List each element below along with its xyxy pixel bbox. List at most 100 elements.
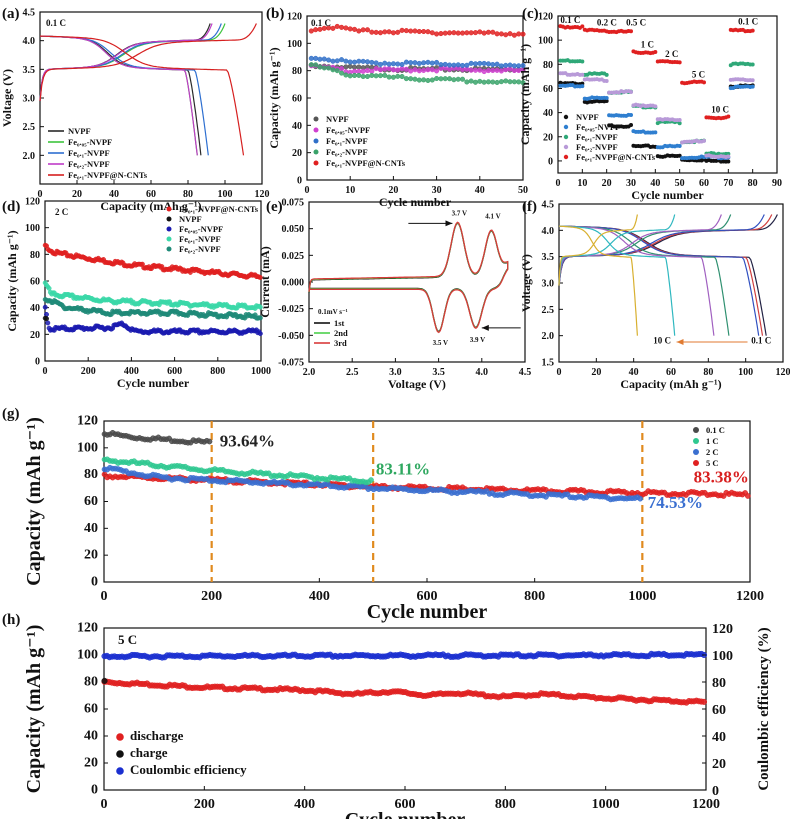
data-point [442,30,448,36]
data-point [520,80,526,86]
data-point [442,76,448,82]
rate-label: 5 C [692,70,705,80]
data-point [580,24,585,29]
x-tick-label: 200 [194,797,215,812]
series-4 [308,23,526,38]
legend-marker [313,127,319,133]
data-point [339,57,345,63]
panel-label: (c) [522,6,539,22]
y-tick-label: 0.000 [282,278,305,289]
legend-marker [313,116,319,122]
data-point [382,72,388,78]
y-tick-label: 3.0 [23,94,36,105]
y-tick-label: 20 [292,148,302,159]
y-tick-label: 80 [292,66,302,77]
x-tick-label: 10 [577,178,587,189]
legend-label: Fe₀.₂-NVPF [326,147,368,157]
data-point [481,69,487,75]
charge-curve [558,214,773,286]
charge-curve [39,23,211,101]
y-tick-label: 60 [30,277,40,288]
legend-label: NVPF [576,112,599,122]
y-tick-label: 3.0 [542,279,555,290]
data-point [347,26,353,32]
x-tick-label: 3.5 [432,367,445,378]
panel-label: (e) [266,199,283,215]
x-tick-label: 60 [146,189,156,200]
peak-label: 3.5 V [433,339,448,347]
data-point [416,68,422,74]
data-point [726,154,731,159]
data-point [334,68,340,74]
discharge-curve [558,225,676,336]
x-tick-label: 1200 [692,797,720,812]
x-tick-label: 200 [81,366,96,377]
data-point [429,77,435,83]
data-point [498,63,504,69]
legend-label: Fe₀.₀₅-NVPF [179,224,223,234]
data-point [481,30,487,36]
data-point [464,30,470,36]
y-tick-label: 20 [543,132,553,143]
y-right-tick-label: 40 [712,730,726,745]
x-tick-label: 600 [395,797,416,812]
y-tick-label: 2.5 [23,122,36,133]
data-point [750,62,755,67]
legend-label: 1st [334,318,345,328]
y-tick-label: 0.075 [282,198,305,209]
data-point [434,59,440,65]
data-point [330,25,336,31]
data-point [507,31,513,37]
data-point [356,72,362,78]
data-point [629,112,633,117]
data-point [750,78,755,83]
legend-label: Fe₀.₂-NVPF [68,159,110,169]
data-point [477,60,483,66]
data-point [403,76,409,82]
y-tick-label: 0 [548,156,553,167]
rate-annotation: 5 C [118,632,137,647]
data-point [485,29,491,35]
legend-marker [116,733,124,741]
legend-marker [563,124,569,130]
rate-label: 0.1 C [560,15,580,25]
x-tick-label: 1000 [592,797,620,812]
data-point [386,61,392,67]
y-tick-label: 4.5 [23,8,36,19]
data-point [511,79,517,85]
panel-label: (b) [266,6,284,22]
legend-label: Fe₀.₁-NVPF [179,234,221,244]
y-tick-label: 4.0 [23,36,36,47]
data-point [459,62,466,69]
x-tick-label: 30 [626,178,636,189]
data-point [317,64,323,70]
y-tick-label: 20 [84,548,98,563]
series-3 [308,62,526,86]
rate-annotation: 0.1 C [46,18,66,28]
retention-label: 93.64% [220,431,275,450]
x-axis-label: Capacity (mAh g⁻¹) [620,377,721,391]
y-tick-label: 80 [543,60,553,71]
data-point [472,30,479,36]
data-point [321,65,327,71]
legend-label: NVPF [179,214,202,224]
data-point [356,28,362,34]
data-point [494,79,500,86]
y-axis-label: Current (mA) [258,246,272,317]
charge-curve [39,23,213,101]
plot-frame [557,15,778,174]
panel-label: (g) [2,406,20,422]
data-point [364,27,371,33]
x-tick-label: 0 [101,797,108,812]
series-2 [42,304,263,337]
legend-label: Fe₀.₁-NVPF@N-CNTs [576,152,656,162]
x-tick-label: 0 [101,589,108,604]
data-point [425,67,431,73]
data-point [726,114,731,119]
scan-rate-label: 0.1mV s⁻¹ [318,308,348,316]
data-point [702,138,706,143]
data-point [580,59,585,64]
data-point [390,67,396,73]
y-right-tick-label: 100 [712,649,733,664]
